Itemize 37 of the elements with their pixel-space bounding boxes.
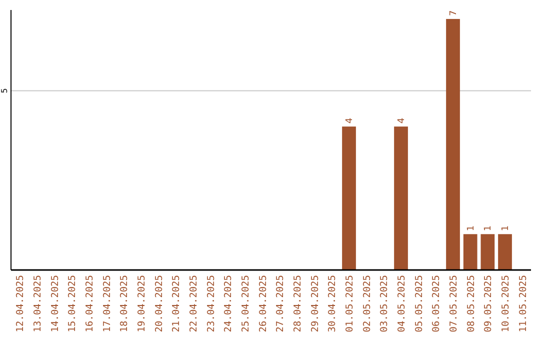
x-tick-label: 26.04.2025 bbox=[258, 275, 269, 332]
data-label: 1 bbox=[466, 225, 476, 232]
x-tick-label: 07.05.2025 bbox=[448, 275, 460, 332]
x-tick-label: 03.05.2025 bbox=[379, 275, 390, 332]
x-tick-label: 06.05.2025 bbox=[431, 275, 442, 332]
data-label: 4 bbox=[397, 118, 407, 124]
x-tick-label: 16.04.2025 bbox=[84, 275, 96, 332]
data-label: 7 bbox=[449, 10, 459, 16]
x-tick-label: 09.05.2025 bbox=[483, 275, 494, 332]
x-tick-label: 15.04.2025 bbox=[67, 275, 78, 332]
x-tick-label: 24.04.2025 bbox=[223, 275, 234, 332]
x-tick-label: 14.04.2025 bbox=[50, 275, 61, 332]
x-tick-label: 28.04.2025 bbox=[292, 275, 304, 332]
data-label: 1 bbox=[484, 225, 494, 232]
x-tick-label: 21.04.2025 bbox=[171, 275, 182, 332]
x-tick-label: 12.04.2025 bbox=[15, 275, 26, 332]
x-tick-label: 27.04.2025 bbox=[275, 275, 286, 332]
x-tick-label: 02.05.2025 bbox=[362, 275, 373, 332]
x-tick-label: 11.05.2025 bbox=[518, 275, 529, 332]
x-tick-label: 30.04.2025 bbox=[327, 275, 338, 332]
x-tick-label: 23.04.2025 bbox=[206, 275, 217, 332]
x-tick-label: 05.05.2025 bbox=[414, 275, 425, 332]
x-tick-label: 04.05.2025 bbox=[396, 275, 408, 332]
y-tick-label: 5 bbox=[0, 88, 9, 94]
x-tick-label: 22.04.2025 bbox=[188, 275, 200, 332]
data-label: 1 bbox=[501, 225, 511, 232]
x-tick-label: 19.04.2025 bbox=[136, 275, 148, 332]
x-tick-label: 10.05.2025 bbox=[500, 275, 512, 332]
x-tick-label: 17.04.2025 bbox=[102, 275, 113, 332]
x-tick-label: 18.04.2025 bbox=[119, 275, 130, 332]
x-tick-label: 29.04.2025 bbox=[310, 275, 321, 332]
x-tick-label: 20.04.2025 bbox=[154, 275, 165, 332]
x-tick-label: 08.05.2025 bbox=[466, 275, 477, 332]
data-label: 4 bbox=[345, 118, 355, 124]
x-tick-label: 25.04.2025 bbox=[240, 275, 252, 332]
x-tick-label: 01.05.2025 bbox=[344, 275, 356, 332]
x-tick-label: 13.04.2025 bbox=[32, 275, 44, 332]
